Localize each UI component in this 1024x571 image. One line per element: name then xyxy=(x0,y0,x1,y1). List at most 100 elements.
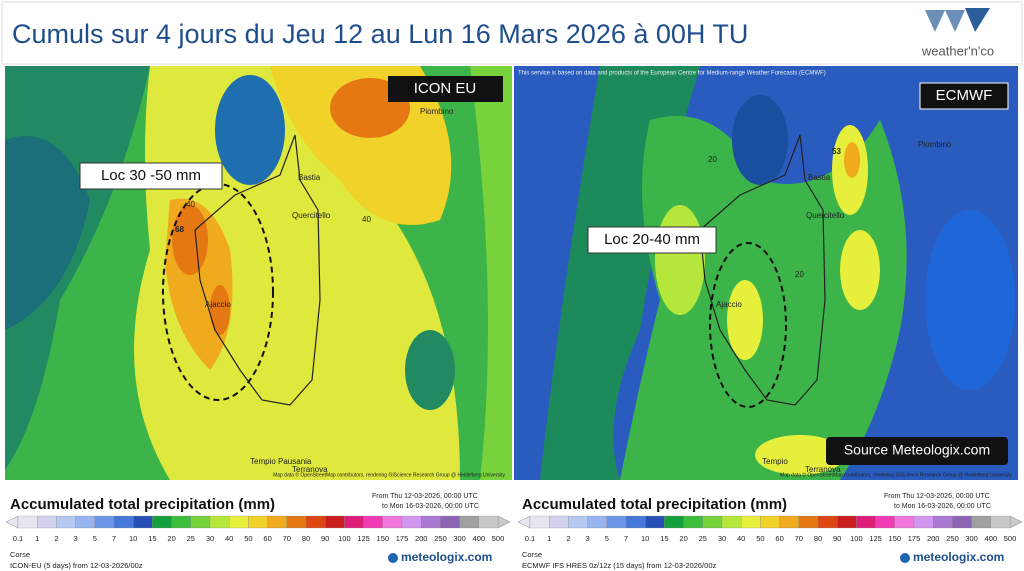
colorbar-swatch xyxy=(683,515,703,529)
colorbar-label: 70 xyxy=(795,534,803,543)
place: Bastia xyxy=(298,173,321,182)
place: Terranova xyxy=(292,465,328,474)
colorbar-label: 3 xyxy=(74,534,78,543)
brand-icon xyxy=(388,553,398,563)
colorbar-swatch xyxy=(382,515,403,529)
place: Tempio xyxy=(762,457,788,466)
callout: Loc 30 -50 mm xyxy=(101,167,201,184)
coastline xyxy=(194,134,321,406)
model-badge xyxy=(919,82,1009,110)
colorbar-swatch xyxy=(75,515,95,529)
field xyxy=(172,205,208,275)
model-info: ECMWF IFS HRES 0z/12z (15 days) from 12-… xyxy=(522,561,716,570)
map-value: 53 xyxy=(832,147,841,156)
place: Bastia xyxy=(808,173,831,182)
zone-ellipse xyxy=(709,242,787,408)
colorbar-swatch xyxy=(421,515,441,529)
colorbar-label: 250 xyxy=(434,534,447,543)
colorbar-swatch xyxy=(837,515,857,529)
colorbar-swatch xyxy=(286,515,307,529)
colorbar-label: 100 xyxy=(850,534,863,543)
colorbar-label: 150 xyxy=(377,534,390,543)
colorbar-swatch xyxy=(171,515,191,529)
colorbar-swatch xyxy=(645,515,665,529)
place: Ajaccio xyxy=(716,300,742,309)
map-icon-eu: ICON EU Loc 30 -50 mm Piombino Bastia Qu… xyxy=(5,66,512,480)
map-value: 40 xyxy=(362,215,371,224)
colorbar-label: 50 xyxy=(244,534,252,543)
colorbar-label: 80 xyxy=(302,534,310,543)
colorbar-swatch xyxy=(152,515,172,529)
colorbar-swatch xyxy=(721,515,742,529)
colorbar-label: 5 xyxy=(605,534,609,543)
colorbar-swatch xyxy=(133,515,153,529)
colorbar-swatch xyxy=(248,515,268,529)
colorbar-label: 0.1 xyxy=(13,534,23,543)
field xyxy=(215,75,285,185)
source-box xyxy=(826,437,1008,465)
colorbar-label: 90 xyxy=(833,534,841,543)
logo-text: weather'n'co xyxy=(921,43,994,58)
field xyxy=(840,230,880,310)
place: Quercitello xyxy=(806,211,845,220)
colorbar-swatch xyxy=(702,515,723,529)
map-value: 20 xyxy=(708,155,717,164)
colorbar-label: 300 xyxy=(965,534,978,543)
colorbar-label: 400 xyxy=(473,534,486,543)
brand: meteologix.com xyxy=(401,550,492,564)
colorbar-label: 80 xyxy=(814,534,822,543)
colorbar-swatch xyxy=(952,515,972,529)
place: Piombino xyxy=(420,107,454,116)
colorbar-label: 300 xyxy=(453,534,466,543)
colorbar-swatch xyxy=(113,515,134,529)
colorbar-swatch xyxy=(664,515,684,529)
colorbar-swatch xyxy=(568,515,588,529)
field xyxy=(655,205,705,315)
colorbar-swatch xyxy=(363,515,383,529)
legend-to: to Mon 16-03-2026, 00:00 UTC xyxy=(894,503,991,510)
colorbar-label: 15 xyxy=(660,534,668,543)
field xyxy=(620,116,907,480)
colorbar-swatch xyxy=(190,515,211,529)
colorbar-label: 60 xyxy=(263,534,271,543)
colorbar-swatch xyxy=(971,515,991,529)
colorbar-label: 10 xyxy=(641,534,649,543)
colorbar-label: 10 xyxy=(129,534,137,543)
colorbar-swatch xyxy=(529,515,550,529)
coastline xyxy=(699,134,826,406)
model-name: ECMWF xyxy=(936,87,993,104)
field xyxy=(470,66,512,480)
model-name: ICON EU xyxy=(414,80,477,97)
colorbar-label: 2 xyxy=(54,534,58,543)
colorbar-label: 125 xyxy=(869,534,882,543)
colorbar-label: 40 xyxy=(225,534,233,543)
legend: Accumulated total precipitation (mm) From… xyxy=(517,493,1023,570)
colorbar-label: 125 xyxy=(357,534,370,543)
field xyxy=(732,95,788,185)
colorbar-swatch xyxy=(549,515,569,529)
colorbar-swatch xyxy=(625,515,646,529)
colorbar-swatch xyxy=(587,515,607,529)
legend-to: to Mon 16-03-2026, 00:00 UTC xyxy=(382,503,479,510)
map-value: 68 xyxy=(175,225,184,234)
source: Source Meteologix.com xyxy=(844,442,990,458)
colorbar-label: 175 xyxy=(908,534,921,543)
place: Quercitello xyxy=(292,211,331,220)
colorbar-swatch xyxy=(325,515,345,529)
field xyxy=(755,435,845,475)
colorbar-swatch xyxy=(760,515,780,529)
colorbar-swatch xyxy=(440,515,460,529)
colorbar-swatch xyxy=(990,515,1011,529)
colorbar-label: 25 xyxy=(699,534,707,543)
colorbar-swatch xyxy=(741,515,761,529)
model-badge xyxy=(388,76,503,102)
brand: meteologix.com xyxy=(913,550,1004,564)
colorbar-label: 25 xyxy=(187,534,195,543)
colorbar-label: 70 xyxy=(283,534,291,543)
place: Tempio Pausania xyxy=(250,457,312,466)
colorbar-label: 250 xyxy=(946,534,959,543)
colorbar-label: 20 xyxy=(679,534,687,543)
attribution: Map data © OpenStreetMap contributors, r… xyxy=(780,471,1012,478)
